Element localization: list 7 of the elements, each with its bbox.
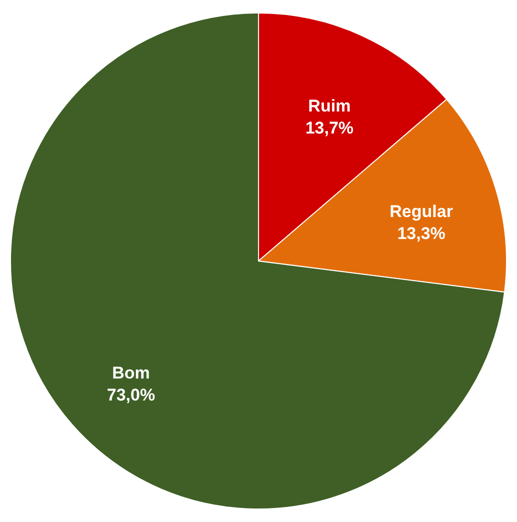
slice-label: Ruim	[308, 96, 351, 116]
data-label: 13,7%	[305, 118, 354, 138]
data-label: 13,3%	[397, 224, 446, 244]
slice-label: Bom	[112, 363, 150, 382]
slice-label: Regular	[390, 202, 454, 222]
data-label: 73,0%	[106, 385, 156, 404]
pie-slice	[10, 12, 506, 510]
